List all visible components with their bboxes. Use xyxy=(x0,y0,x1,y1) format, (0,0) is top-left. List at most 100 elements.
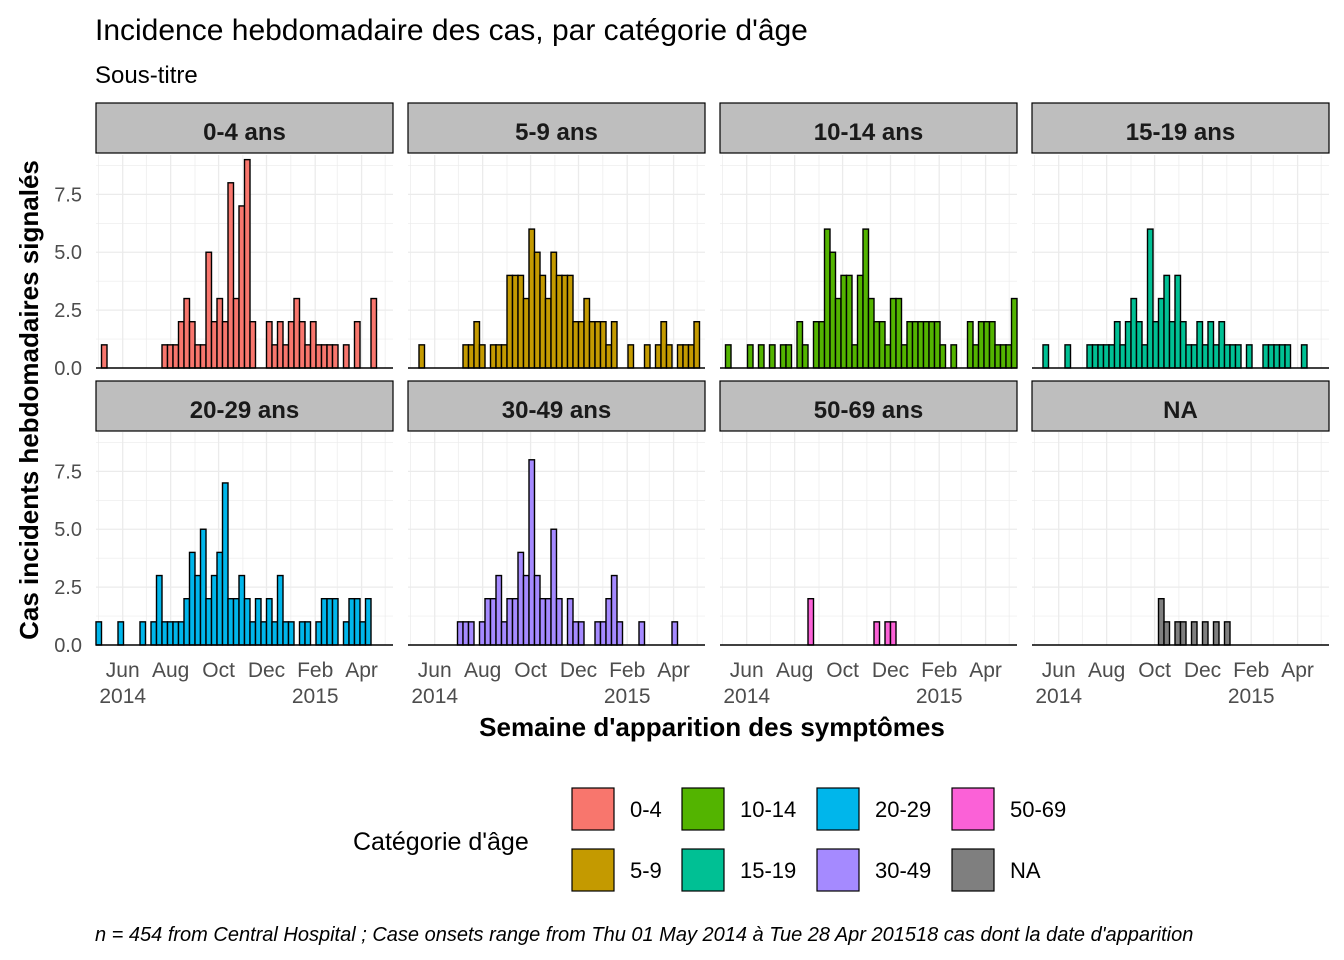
y-tick-label: 5.0 xyxy=(54,242,82,264)
legend-key xyxy=(816,787,860,831)
bar xyxy=(348,597,356,646)
bar xyxy=(1108,344,1116,369)
bar xyxy=(1113,320,1121,369)
bar xyxy=(676,344,684,369)
bar xyxy=(364,597,372,646)
bar xyxy=(682,344,690,369)
bar xyxy=(895,297,903,369)
bar xyxy=(610,574,618,646)
bar xyxy=(1212,344,1220,369)
bar xyxy=(1174,274,1182,369)
bar xyxy=(1262,344,1270,369)
bar xyxy=(1212,621,1220,646)
x-tick-label: Apr xyxy=(345,659,378,682)
bar xyxy=(1284,344,1292,369)
bar xyxy=(768,344,776,369)
bar xyxy=(1091,344,1099,369)
bar xyxy=(227,597,235,646)
legend-key xyxy=(681,848,725,892)
bar xyxy=(1201,344,1209,369)
bar xyxy=(95,621,103,646)
bar xyxy=(1086,344,1094,369)
facet-panel: 0-4 ans 0.0 2.5 5.0 7.5 xyxy=(54,102,394,380)
x-tick-year-label: 2014 xyxy=(723,685,770,708)
bar xyxy=(977,320,985,369)
bar xyxy=(1196,320,1204,369)
bar xyxy=(260,621,268,646)
facet-panel: NA Jun 2014 Aug Oct Dec Feb 2015 Apr xyxy=(1031,380,1330,708)
bar xyxy=(687,344,695,369)
bar xyxy=(1179,621,1187,646)
bar xyxy=(271,344,279,369)
bar xyxy=(326,344,334,369)
bar xyxy=(627,344,635,369)
bar xyxy=(199,528,207,646)
bar xyxy=(840,274,848,369)
x-tick-label: Dec xyxy=(560,659,597,682)
bar xyxy=(1124,320,1132,369)
facet-strip-label: 15-19 ans xyxy=(1126,119,1235,146)
bar xyxy=(757,344,765,369)
facet-strip xyxy=(1031,102,1330,154)
bar xyxy=(287,621,295,646)
bar xyxy=(867,297,875,369)
bar xyxy=(878,320,886,369)
bar xyxy=(665,344,673,369)
legend-label: 5-9 xyxy=(630,858,662,883)
bar xyxy=(818,320,826,369)
facet-strip-label: NA xyxy=(1163,397,1198,424)
bar xyxy=(972,344,980,369)
bar xyxy=(205,251,213,369)
bar xyxy=(873,320,881,369)
bar xyxy=(746,344,754,369)
bar xyxy=(1174,621,1182,646)
bar xyxy=(161,621,169,646)
bar xyxy=(183,297,191,369)
x-tick-label: Jun xyxy=(106,659,140,682)
bar xyxy=(983,320,991,369)
bar xyxy=(320,597,328,646)
bar xyxy=(342,344,350,369)
bar xyxy=(928,320,936,369)
bar xyxy=(1146,228,1154,369)
bar xyxy=(506,274,514,369)
bar xyxy=(331,344,339,369)
bar xyxy=(293,297,301,369)
bar xyxy=(506,597,514,646)
bar xyxy=(1130,297,1138,369)
bar xyxy=(588,320,596,369)
facet-strip-label: 0-4 ans xyxy=(203,119,286,146)
bar xyxy=(467,621,475,646)
bar xyxy=(254,597,262,646)
bar xyxy=(473,320,481,369)
grid-lines xyxy=(1032,432,1329,645)
facet-panel: 15-19 ans xyxy=(1031,102,1330,369)
facet-panels: 0-4 ans 0.0 2.5 5.0 7.5 5-9 ans 10-14 ans 15-19… xyxy=(54,102,1330,708)
facet-panel: 10-14 ans xyxy=(719,102,1018,369)
facet-strip-label: 50-69 ans xyxy=(814,397,923,424)
bar xyxy=(950,344,958,369)
bar xyxy=(495,344,503,369)
y-tick-label: 7.5 xyxy=(54,461,82,483)
bar xyxy=(500,344,508,369)
bar xyxy=(1234,344,1242,369)
x-tick-label: Oct xyxy=(514,659,547,682)
bar xyxy=(315,344,323,369)
bar xyxy=(884,621,892,646)
bar xyxy=(139,621,147,646)
bar xyxy=(216,551,224,646)
y-tick-label: 0.0 xyxy=(54,635,82,657)
chart-title: Incidence hebdomadaire des cas, par caté… xyxy=(95,14,808,47)
bar xyxy=(243,597,251,646)
bar xyxy=(1190,344,1198,369)
bar xyxy=(779,344,787,369)
bar xyxy=(605,344,613,369)
bar xyxy=(287,320,295,369)
bar xyxy=(660,320,668,369)
bar xyxy=(511,597,519,646)
bar xyxy=(183,597,191,646)
bar xyxy=(500,621,508,646)
bar xyxy=(577,320,585,369)
facet-panel: 30-49 ans Jun 2014 Aug Oct Dec Feb 2015 Apr xyxy=(407,380,706,708)
bar xyxy=(221,320,229,369)
